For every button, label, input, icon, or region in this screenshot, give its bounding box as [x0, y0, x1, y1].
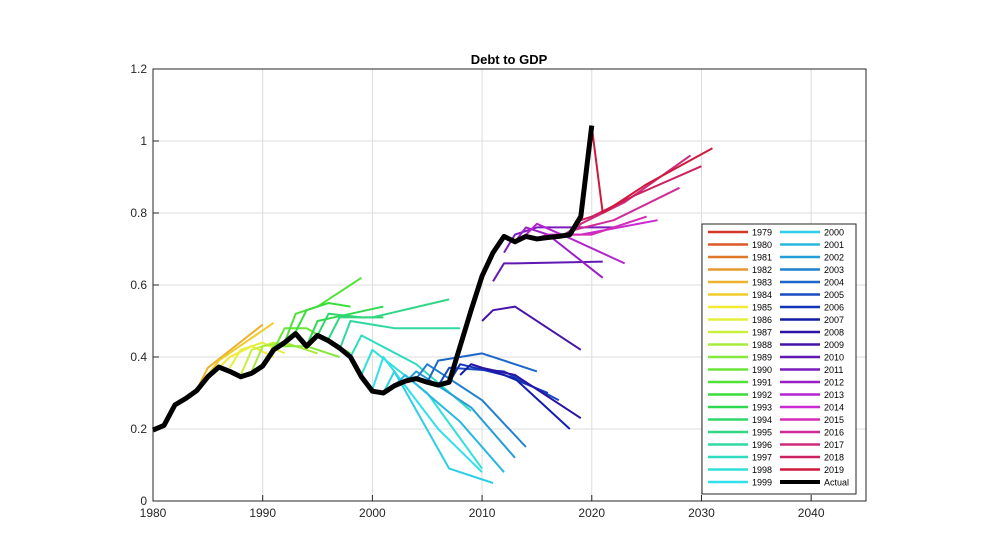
legend-label: 2002 [824, 253, 844, 263]
series-line-2002 [404, 370, 516, 459]
legend-label: 2018 [824, 453, 844, 463]
series-line-2007 [459, 363, 571, 430]
legend: 1979 1980 1981 1982 1983 1984 1985 1986 1987 1988… [701, 223, 857, 495]
legend-label: 2003 [824, 265, 844, 275]
legend-label: 2016 [824, 428, 844, 438]
legend-label: 1986 [752, 315, 772, 325]
legend-label: 2009 [824, 340, 844, 350]
legend-label: 2004 [824, 278, 844, 288]
legend-label: 1988 [752, 340, 772, 350]
series-line-actual [152, 125, 595, 433]
series-line-2003 [415, 363, 527, 448]
legend-label: 1999 [752, 478, 772, 488]
y-tick-label: 1.2 [130, 62, 147, 76]
series-lines [152, 125, 713, 484]
x-tick-label: 2000 [359, 506, 386, 520]
legend-label: 2015 [824, 415, 844, 425]
series-line-2009 [481, 305, 582, 351]
legend-label: 2017 [824, 440, 844, 450]
legend-label: 2012 [824, 378, 844, 388]
series-line-1992 [294, 302, 351, 333]
y-tick-label: 0.4 [130, 350, 147, 364]
series-line-1996 [338, 320, 461, 351]
legend-label: 1981 [752, 253, 772, 263]
legend-label: 1987 [752, 328, 772, 338]
legend-label: 2005 [824, 290, 844, 300]
series-line-1988 [250, 341, 318, 372]
legend-label: 1980 [752, 240, 772, 250]
x-tick-label: 2010 [469, 506, 496, 520]
legend-label: 2019 [824, 465, 844, 475]
y-tick-label: 0 [140, 494, 147, 508]
series-line-2012 [514, 226, 604, 279]
legend-label: 1995 [752, 428, 772, 438]
series-line-1984 [207, 321, 275, 376]
legend-label: 1992 [752, 390, 772, 400]
legend-label: 2010 [824, 353, 844, 363]
legend-label: 1994 [752, 415, 772, 425]
x-tick-label: 1990 [249, 506, 276, 520]
series-line-2013 [525, 222, 626, 265]
legend-label: 2008 [824, 328, 844, 338]
y-tick-label: 0.2 [130, 422, 147, 436]
series-line-1995 [327, 298, 450, 340]
y-tick-label: 0.6 [130, 278, 147, 292]
axes: 1980 1990 2000 2010 2020 2030 2040 0 0.2 0.4 0.6 0.… [130, 62, 867, 520]
x-tick-label: 2020 [578, 506, 605, 520]
legend-label: 1996 [752, 440, 772, 450]
legend-label: 2011 [824, 365, 843, 375]
legend-label: 1985 [752, 303, 772, 313]
x-tick-label: 1980 [140, 506, 167, 520]
series-line-1999 [371, 356, 483, 473]
legend-label: 2000 [824, 228, 844, 238]
legend-label: 1979 [752, 228, 772, 238]
legend-label: 1990 [752, 365, 772, 375]
series-line-1997 [349, 334, 472, 412]
legend-label: 2006 [824, 303, 844, 313]
series-line-2008 [470, 363, 582, 420]
series-line-2004 [426, 352, 538, 383]
series-line-2019 [590, 126, 713, 214]
plot-frame [152, 68, 867, 502]
legend-label: 2013 [824, 390, 844, 400]
chart-title: Debt to GDP [471, 52, 548, 67]
legend-label: 1991 [752, 378, 772, 388]
legend-label: 1989 [752, 353, 772, 363]
legend-label: 1997 [752, 453, 772, 463]
series-line-1993 [305, 305, 384, 347]
series-line-2018 [580, 165, 702, 222]
series-line-1998 [360, 348, 483, 470]
legend-label: 1993 [752, 403, 772, 413]
legend-label: 2014 [824, 403, 844, 413]
legend-label: 2001 [824, 240, 844, 250]
x-tick-label: 2030 [688, 506, 715, 520]
legend-label: 1984 [752, 290, 772, 300]
y-tick-label: 1 [140, 134, 147, 148]
legend-label: 1982 [752, 265, 772, 275]
series-line-2000 [382, 370, 494, 484]
series-line-2010 [492, 260, 603, 282]
legend-label: 2007 [824, 315, 844, 325]
legend-label: 1998 [752, 465, 772, 475]
x-tick-label: 2040 [798, 506, 825, 520]
series-line-2006 [448, 363, 549, 394]
y-tick-label: 0.8 [130, 206, 147, 220]
legend-label: 1983 [752, 278, 772, 288]
legend-label: Actual [824, 478, 849, 488]
series-line-2001 [393, 374, 505, 473]
